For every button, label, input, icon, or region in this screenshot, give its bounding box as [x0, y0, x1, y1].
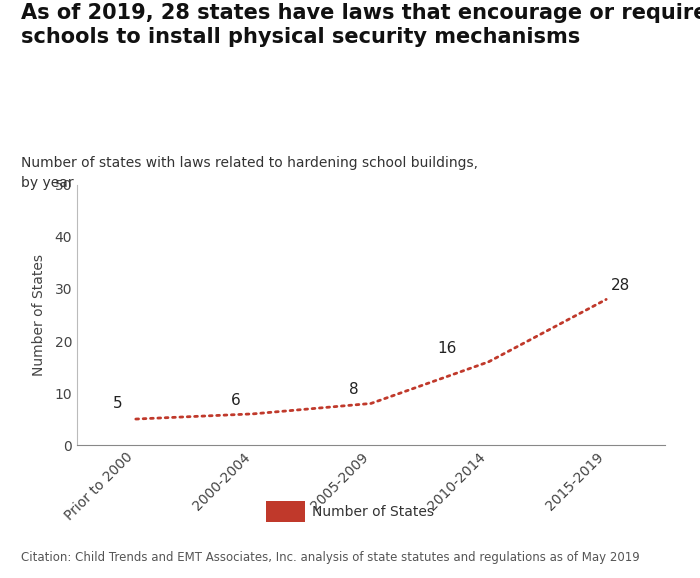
Text: 28: 28: [610, 278, 630, 293]
Y-axis label: Number of States: Number of States: [32, 254, 46, 376]
Text: 16: 16: [438, 340, 457, 355]
Text: As of 2019, 28 states have laws that encourage or require
schools to install phy: As of 2019, 28 states have laws that enc…: [21, 3, 700, 47]
Text: 5: 5: [113, 397, 123, 412]
Text: Number of States: Number of States: [312, 505, 433, 518]
Text: Number of states with laws related to hardening school buildings,
by year: Number of states with laws related to ha…: [21, 156, 478, 190]
Text: 8: 8: [349, 382, 358, 397]
Text: Citation: Child Trends and EMT Associates, Inc. analysis of state statutes and r: Citation: Child Trends and EMT Associate…: [21, 551, 640, 564]
Text: 6: 6: [231, 392, 241, 407]
